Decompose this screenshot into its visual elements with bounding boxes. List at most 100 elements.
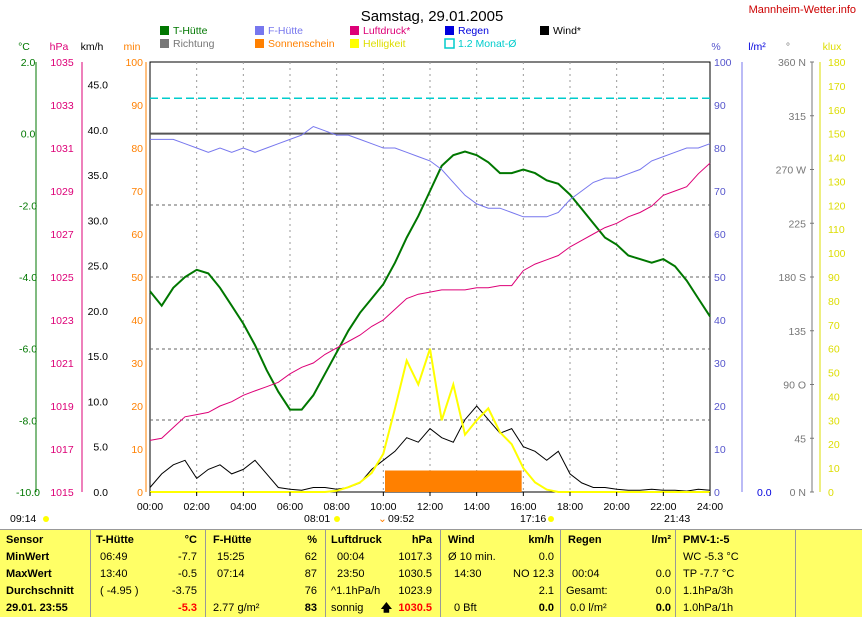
tick-label-wind: 25.0 <box>88 261 109 273</box>
legend-label: Helligkeit <box>363 38 406 50</box>
grid <box>150 62 710 492</box>
tick-label-sun: 30 <box>131 358 143 370</box>
plot-area <box>149 61 711 493</box>
tick-label-press: 1019 <box>50 401 74 413</box>
tick-label-lux: 30 <box>828 415 840 427</box>
tick-label-hum: 30 <box>714 358 726 370</box>
tick-label-hum: 90 <box>714 100 726 112</box>
tick-label-temp: -8.0 <box>19 415 37 427</box>
tick-label-sun: 20 <box>131 401 143 413</box>
tick-label-lux: 40 <box>828 391 840 403</box>
thuette-max-val: -0.5 <box>178 568 197 580</box>
tick-label-sun: 40 <box>131 315 143 327</box>
sunrise-time: 08:01 <box>304 513 330 525</box>
time-tick-label: 22:00 <box>650 501 676 513</box>
time-tick-label: 00:00 <box>137 501 163 513</box>
luftdruck-now: 1030.5 <box>398 602 432 614</box>
wind-unit: km/h <box>528 534 554 546</box>
pmv-windchill: WC -5.3 °C <box>683 551 739 563</box>
sun-mark-left: 09:14 <box>10 513 36 525</box>
axis-unit-hum: % <box>711 41 720 53</box>
sensor-header: Sensor <box>6 534 44 546</box>
axis-unit-sun: min <box>124 41 141 53</box>
pmv-dewpoint: TP -7.7 °C <box>683 568 735 580</box>
fhuette-max-val: 87 <box>304 568 317 580</box>
tick-label-press: 1025 <box>50 272 74 284</box>
fhuette-min-time: 15:25 <box>217 551 245 563</box>
tick-label-dir: 315 <box>788 111 806 123</box>
tick-label-hum: 50 <box>714 272 726 284</box>
tick-label-temp: -4.0 <box>19 272 37 284</box>
axis-ticks: 2.0 0.0 -2.0 -4.0 -6.0 -8.0 -10.0 1035 1033 1031 1… <box>16 57 846 513</box>
regen-time: 00:04 <box>572 568 600 580</box>
legend-label: T-Hütte <box>173 25 208 37</box>
legend-label: Wind* <box>553 25 581 37</box>
luftdruck-max-time: 23:50 <box>337 568 365 580</box>
tick-label-rain: 0.0 <box>757 487 772 499</box>
thuette-now: -5.3 <box>178 602 197 614</box>
wind-max-time: 14:30 <box>454 568 482 580</box>
wind-avg-label: Ø 10 min. <box>448 551 496 563</box>
tick-label-hum: 60 <box>714 229 726 241</box>
tick-label-sun: 80 <box>131 143 143 155</box>
tick-label-press: 1035 <box>50 57 74 69</box>
tick-label-hum: 100 <box>714 57 732 69</box>
tick-label-hum: 0 <box>714 487 720 499</box>
wind-bft: 0 Bft <box>454 602 477 614</box>
sun-mark-right: 21:43 <box>664 513 690 525</box>
tick-label-lux: 140 <box>828 153 846 165</box>
tick-label-wind: 40.0 <box>88 125 109 137</box>
regen-unit: l/m² <box>651 534 671 546</box>
sunrise-icon <box>334 516 340 522</box>
tick-label-temp: -2.0 <box>19 200 37 212</box>
tick-label-wind: 35.0 <box>88 170 109 182</box>
tick-label-lux: 150 <box>828 129 846 141</box>
axis-unit-press: hPa <box>50 41 69 53</box>
legend-label: Regen <box>458 25 489 37</box>
series-helligkeit <box>150 348 710 493</box>
tick-label-sun: 60 <box>131 229 143 241</box>
tick-label-lux: 20 <box>828 439 840 451</box>
tick-label-press: 1029 <box>50 186 74 198</box>
time-tick-label: 04:00 <box>230 501 256 513</box>
tick-label-press: 1027 <box>50 229 74 241</box>
arrow-up-icon: 🡅 <box>380 602 392 614</box>
chart-title: Samstag, 29.01.2005 <box>361 8 504 25</box>
tick-label-lux: 60 <box>828 344 840 356</box>
tick-label-lux: 110 <box>828 224 845 236</box>
tick-label-press: 1023 <box>50 315 74 327</box>
solar-noon-time: 09:52 <box>388 513 414 525</box>
series-wind <box>149 405 711 492</box>
fhuette-abs: 2.77 g/m² <box>213 602 260 614</box>
tick-label-temp: 2.0 <box>21 57 36 69</box>
tick-label-press: 1033 <box>50 100 74 112</box>
axis-unit-rain: l/m² <box>748 41 766 53</box>
legend-swatch <box>160 39 169 48</box>
legend-label: F-Hütte <box>268 25 303 37</box>
tick-label-press: 1021 <box>50 358 74 370</box>
wind-mean: 2.1 <box>538 585 554 597</box>
tick-label-lux: 50 <box>828 368 840 380</box>
fhuette-unit: % <box>307 534 317 546</box>
site-link[interactable]: Mannheim-Wetter.info <box>749 4 856 16</box>
thuette-min-time: 06:49 <box>100 551 128 563</box>
tick-label-lux: 90 <box>828 272 840 284</box>
legend-swatch <box>444 38 455 49</box>
tick-label-dir: 0 N <box>790 487 806 499</box>
noon-arrow-icon: ⌄ <box>378 513 387 525</box>
pmv-header: PMV-1:-5 <box>683 534 730 546</box>
thuette-min-val: -7.7 <box>178 551 197 563</box>
tick-label-press: 1017 <box>50 444 74 456</box>
tick-label-hum: 70 <box>714 186 726 198</box>
series-t-h-tte <box>149 150 711 411</box>
axis-unit-lux: klux <box>823 41 842 53</box>
legend-swatch <box>445 26 454 35</box>
thuette-header: T-Hütte <box>96 534 134 546</box>
tick-label-wind: 45.0 <box>88 80 109 92</box>
tick-label-wind: 5.0 <box>93 442 108 454</box>
weather-chart: Samstag, 29.01.2005 Mannheim-Wetter.info… <box>10 4 856 525</box>
tick-label-lux: 120 <box>828 200 846 212</box>
tick-label-dir: 135 <box>788 326 806 338</box>
pmv-trend-3h: 1.1hPa/3h <box>683 585 734 597</box>
thuette-avg-a: ( -4.95 ) <box>100 585 139 597</box>
